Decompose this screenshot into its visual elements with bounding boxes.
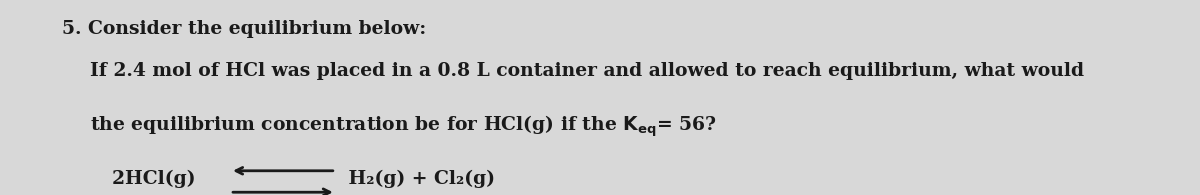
Text: the equilibrium concentration be for HCl(g) if the $\mathbf{K}_{\mathbf{eq}}$= 5: the equilibrium concentration be for HCl… [90,113,716,139]
Text: H₂(g) + Cl₂(g): H₂(g) + Cl₂(g) [342,170,494,188]
Text: If 2.4 mol of HCl was placed in a 0.8 L container and allowed to reach equilibri: If 2.4 mol of HCl was placed in a 0.8 L … [90,62,1084,80]
Text: 5. Consider the equilibrium below:: 5. Consider the equilibrium below: [62,20,427,37]
Text: 2HCl(g): 2HCl(g) [112,170,202,188]
